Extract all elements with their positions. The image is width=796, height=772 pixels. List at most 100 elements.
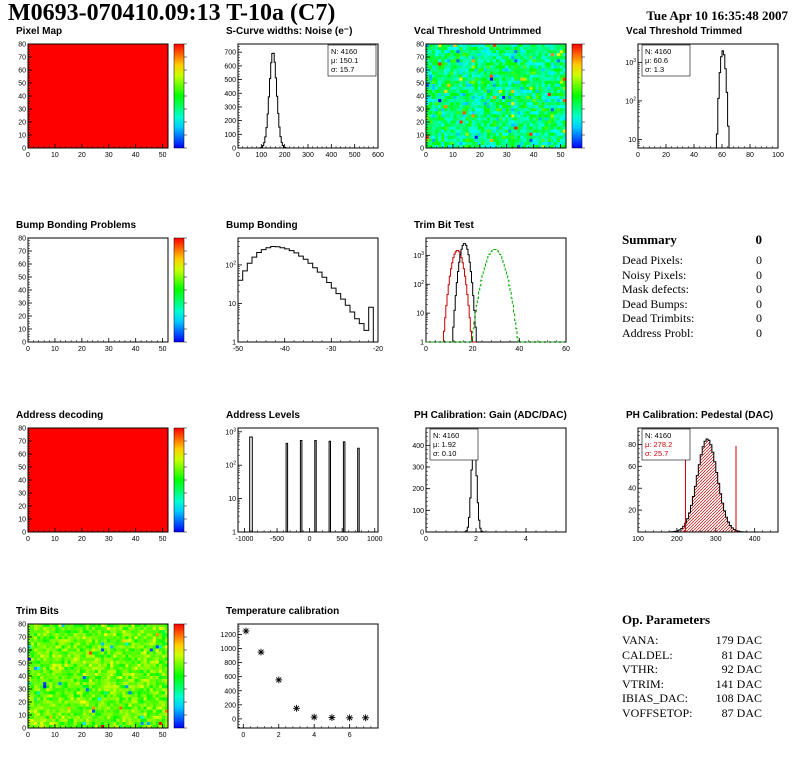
trim-bits-chart: 0 10 20 30 40 50 0 10 20 30 40 50 60 70 80	[18, 622, 187, 739]
svg-text:10: 10	[18, 713, 26, 720]
svg-text:70: 70	[416, 55, 424, 62]
svg-text:1: 1	[420, 340, 424, 347]
svg-text:0: 0	[420, 530, 424, 537]
bump-problems-chart: 0 10 20 30 40 50 0 10 20 30 40 50 60 70 80	[18, 236, 187, 353]
svg-text:400: 400	[224, 688, 236, 695]
plot-title: Pixel Map	[16, 26, 63, 37]
plot-temperature: Temperature calibration 0 2 4 6 0 200 400 600 80…	[210, 606, 410, 758]
svg-text:1: 1	[232, 340, 236, 347]
summary-title: Summary	[622, 232, 677, 247]
plot-trim-bit-test: Trim Bit Test 0 20 40 60 1 10 102 103	[398, 220, 598, 372]
svg-text:1000: 1000	[220, 646, 236, 653]
svg-text:10: 10	[416, 311, 424, 318]
svg-text:80: 80	[18, 426, 26, 433]
svg-text:6: 6	[348, 732, 352, 739]
svg-text:30: 30	[416, 107, 424, 114]
plot-title: Trim Bits	[16, 606, 59, 617]
svg-text:20: 20	[18, 504, 26, 511]
svg-text:40: 40	[416, 94, 424, 101]
svg-text:50: 50	[18, 275, 26, 282]
svg-text:300: 300	[412, 465, 424, 472]
svg-text:400: 400	[412, 443, 424, 450]
svg-text:50: 50	[18, 81, 26, 88]
svg-text:200: 200	[224, 702, 236, 709]
svg-text:102: 102	[413, 280, 424, 289]
svg-text:70: 70	[18, 439, 26, 446]
svg-text:100: 100	[412, 508, 424, 515]
svg-text:300: 300	[224, 104, 236, 111]
svg-text:0: 0	[22, 340, 26, 347]
plot-title: Bump Bonding Problems	[16, 220, 136, 231]
svg-text:50: 50	[557, 152, 565, 159]
summary-panel: Summary 0 Dead Pixels: 0 Noisy Pixels: 0 Mas…	[622, 232, 762, 340]
plot-ph-gain: PH Calibration: Gain (ADC/DAC) 0 2 4 0 100 20…	[398, 410, 598, 562]
table-row: VTRIM: 141 DAC	[622, 676, 762, 691]
summary-total: 0	[755, 232, 763, 247]
svg-text:400: 400	[749, 536, 761, 543]
plot-address-decoding: Address decoding 0 10 20 30 40 50 0 10 20 30 40 50 6…	[0, 410, 200, 562]
svg-text:40: 40	[132, 152, 140, 159]
svg-text:40: 40	[530, 152, 538, 159]
svg-text:20: 20	[628, 508, 636, 515]
svg-text:100: 100	[224, 132, 236, 139]
svg-text:100: 100	[255, 152, 267, 159]
op-parameters-panel: Op. Parameters VANA: 179 DAC CALDEL: 81 DAC…	[622, 612, 762, 720]
plot-scurve-noise: S-Curve widths: Noise (e⁻) 0 100 200 300 400…	[210, 26, 410, 178]
svg-text:μ: 1.92: μ: 1.92	[433, 440, 456, 449]
svg-text:700: 700	[224, 50, 236, 57]
svg-text:20: 20	[662, 152, 670, 159]
svg-text:50: 50	[159, 346, 167, 353]
svg-text:103: 103	[625, 58, 636, 67]
svg-text:40: 40	[515, 346, 523, 353]
svg-text:20: 20	[78, 732, 86, 739]
svg-text:103: 103	[225, 427, 236, 436]
svg-text:10: 10	[51, 152, 59, 159]
svg-text:10: 10	[416, 133, 424, 140]
svg-text:μ: 150.1: μ: 150.1	[331, 56, 358, 65]
svg-text:2: 2	[474, 536, 478, 543]
svg-text:0: 0	[232, 146, 236, 153]
plot-bump-bonding: Bump Bonding -50 -40 -30 -20 1 10 102	[210, 220, 410, 372]
svg-text:20: 20	[18, 120, 26, 127]
svg-text:20: 20	[78, 536, 86, 543]
plot-pixel-map: Pixel Map 0 10 20 30 40 50 0 10 20 30 40 50 60 70 80	[0, 26, 200, 178]
svg-text:400: 400	[224, 91, 236, 98]
svg-text:20: 20	[18, 314, 26, 321]
svg-text:0: 0	[241, 732, 245, 739]
svg-text:0: 0	[26, 152, 30, 159]
svg-text:30: 30	[105, 346, 113, 353]
svg-text:40: 40	[18, 288, 26, 295]
pixel-map-chart: 0 10 20 30 40 50 0 10 20 30 40 50 60 70 80	[18, 42, 187, 159]
plot-title: Vcal Threshold Untrimmed	[414, 26, 542, 37]
svg-text:40: 40	[18, 674, 26, 681]
svg-text:10: 10	[51, 732, 59, 739]
svg-text:0: 0	[26, 732, 30, 739]
svg-text:600: 600	[224, 63, 236, 70]
svg-text:80: 80	[18, 42, 26, 49]
op-parameters-header: Op. Parameters	[622, 612, 762, 628]
summary-rows: Dead Pixels: 0 Noisy Pixels: 0 Mask defects:…	[622, 253, 762, 340]
svg-text:0: 0	[424, 536, 428, 543]
svg-text:40: 40	[132, 732, 140, 739]
svg-text:60: 60	[18, 68, 26, 75]
svg-text:μ: 60.6: μ: 60.6	[645, 56, 668, 65]
svg-text:50: 50	[18, 661, 26, 668]
svg-text:σ: 1.3: σ: 1.3	[645, 65, 664, 74]
svg-text:10: 10	[18, 517, 26, 524]
svg-text:50: 50	[159, 152, 167, 159]
svg-text:30: 30	[503, 152, 511, 159]
svg-text:10: 10	[228, 496, 236, 503]
svg-text:80: 80	[18, 236, 26, 243]
svg-text:20: 20	[78, 152, 86, 159]
svg-text:100: 100	[632, 536, 644, 543]
svg-text:0: 0	[308, 536, 312, 543]
svg-text:300: 300	[302, 152, 314, 159]
svg-text:102: 102	[225, 260, 236, 269]
svg-text:0: 0	[26, 536, 30, 543]
svg-text:60: 60	[18, 452, 26, 459]
svg-text:200: 200	[671, 536, 683, 543]
svg-text:10: 10	[18, 133, 26, 140]
table-row: Address Probl: 0	[622, 325, 762, 340]
